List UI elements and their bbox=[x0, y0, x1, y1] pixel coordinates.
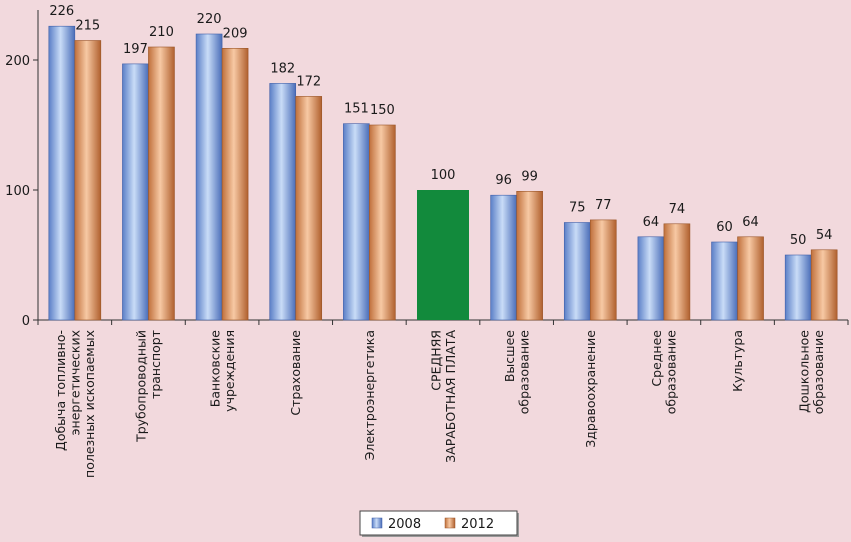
category-label: Культура bbox=[730, 330, 745, 392]
value-label-2008: 220 bbox=[197, 12, 222, 27]
bar-2008 bbox=[269, 83, 297, 321]
category-label: Добыча топливно-энергетических полезных и… bbox=[53, 330, 97, 478]
category-label-line: Здравоохранение bbox=[583, 330, 598, 448]
value-label-2008: 226 bbox=[49, 4, 74, 19]
bar-2012 bbox=[369, 124, 396, 321]
category-label: Среднее образование bbox=[649, 330, 679, 415]
category-label-line: Дошкольное bbox=[796, 330, 811, 413]
category-label-line: полезных ископаемых bbox=[82, 330, 97, 478]
category-label-line: образование bbox=[811, 330, 826, 415]
legend-swatch-2012 bbox=[444, 517, 456, 529]
bar-2008 bbox=[343, 123, 370, 321]
category-label-line: энергетических bbox=[67, 330, 82, 435]
value-label-2012: 99 bbox=[521, 169, 538, 184]
value-label-2008: 60 bbox=[716, 220, 733, 235]
category-label: Высшее образование bbox=[502, 330, 532, 415]
value-label-2012: 150 bbox=[370, 103, 395, 118]
category-label: Банковские учреждения bbox=[207, 330, 237, 412]
bar-2008 bbox=[637, 236, 665, 321]
bar-2012 bbox=[589, 219, 617, 321]
category-label-line: Среднее bbox=[649, 330, 664, 387]
legend: 2008 2012 bbox=[359, 510, 519, 537]
value-label-2008: 64 bbox=[643, 215, 660, 230]
bar-2008 bbox=[563, 222, 591, 321]
category-label: Здравоохранение bbox=[583, 330, 598, 448]
category-label-line: учреждения bbox=[222, 330, 237, 412]
bar-2012 bbox=[810, 249, 838, 321]
bar-2012 bbox=[295, 96, 323, 321]
y-tick-label: 0 bbox=[22, 314, 30, 329]
value-label-2008: 197 bbox=[123, 42, 148, 57]
value-label-2012: 54 bbox=[816, 228, 833, 243]
bar-2012 bbox=[737, 236, 764, 321]
value-label-2012: 209 bbox=[223, 26, 248, 41]
category-label-line: Высшее bbox=[502, 330, 517, 382]
y-tick-label: 200 bbox=[5, 54, 30, 69]
bar-2012 bbox=[74, 40, 102, 321]
bar-2012 bbox=[148, 46, 175, 321]
bar-2012 bbox=[663, 223, 691, 321]
legend-label-2008: 2008 bbox=[388, 517, 421, 532]
category-label: СРЕДНЯЯ ЗАРАБОТНАЯ ПЛАТА bbox=[428, 330, 458, 463]
bar-2008 bbox=[122, 63, 149, 321]
value-label-2012: 210 bbox=[149, 25, 174, 40]
value-label-2008: 50 bbox=[790, 233, 807, 248]
bar-2008 bbox=[784, 254, 812, 321]
value-label-2008: 182 bbox=[270, 61, 295, 76]
category-label-line: Электроэнергетика bbox=[362, 330, 377, 460]
value-label-2012: 172 bbox=[296, 74, 321, 89]
bars bbox=[48, 25, 838, 321]
bar-2008 bbox=[48, 25, 76, 321]
bar-2008 bbox=[195, 33, 223, 321]
legend-label-2012: 2012 bbox=[461, 517, 494, 532]
category-label-line: СРЕДНЯЯ bbox=[428, 330, 443, 391]
category-label-line: Добыча топливно- bbox=[53, 330, 68, 451]
category-label: Страхование bbox=[288, 330, 303, 416]
bar-2008 bbox=[490, 194, 517, 321]
category-label: Трубопроводный транспорт bbox=[134, 330, 164, 443]
bar-2008 bbox=[711, 241, 738, 321]
value-label-2008: 75 bbox=[569, 201, 586, 216]
legend-box bbox=[359, 510, 518, 536]
category-label-line: транспорт bbox=[148, 330, 163, 399]
bar-2012 bbox=[221, 47, 249, 321]
category-label: Электроэнергетика bbox=[362, 330, 377, 460]
category-label-line: образование bbox=[664, 330, 679, 415]
category-label-line: Страхование bbox=[288, 330, 303, 416]
value-label-2012: 215 bbox=[75, 19, 100, 34]
category-label-line: Культура bbox=[730, 330, 745, 392]
value-label-2012: 77 bbox=[595, 198, 612, 213]
category-label-line: Трубопроводный bbox=[134, 330, 149, 443]
category-label-line: Банковские bbox=[207, 330, 222, 408]
average-value-label: 100 bbox=[431, 168, 456, 183]
legend-swatch-2008 bbox=[371, 517, 383, 529]
category-labels: Добыча топливно-энергетических полезных и… bbox=[53, 330, 826, 478]
y-tick-label: 100 bbox=[5, 184, 30, 199]
category-label: Дошкольное образование bbox=[796, 330, 826, 415]
value-label-2008: 96 bbox=[495, 173, 512, 188]
average-bar bbox=[417, 190, 469, 320]
value-label-2012: 74 bbox=[669, 202, 686, 217]
bar-2012 bbox=[516, 191, 543, 321]
category-label-line: ЗАРАБОТНАЯ ПЛАТА bbox=[443, 330, 458, 463]
value-label-2008: 151 bbox=[344, 102, 369, 117]
category-label-line: образование bbox=[516, 330, 531, 415]
value-label-2012: 64 bbox=[742, 215, 759, 230]
